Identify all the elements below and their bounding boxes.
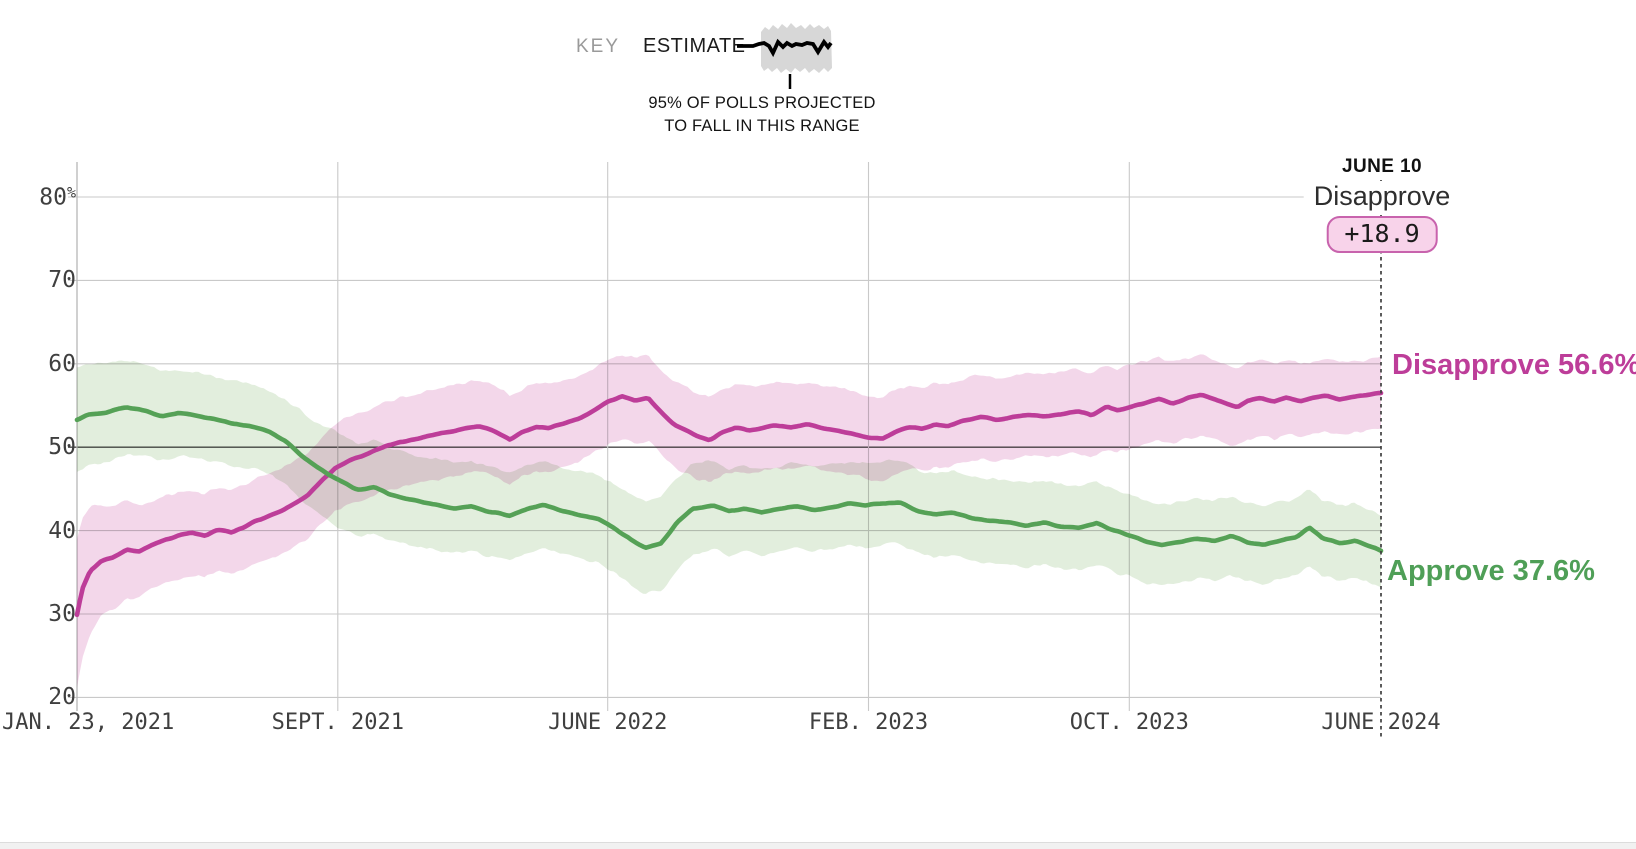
annotation-date: JUNE 10: [1332, 156, 1432, 178]
section-divider: [0, 842, 1636, 849]
disapprove-confidence-band: [77, 354, 1381, 688]
approve-confidence-band: [77, 360, 1381, 594]
y-axis-label: 20: [48, 684, 76, 711]
y-axis-label: 40: [48, 517, 76, 544]
y-axis-label: 70: [48, 267, 76, 294]
key-heading: KEY: [576, 36, 621, 57]
y-axis-label: 60: [48, 350, 76, 377]
key-caption-line2: TO FALL IN THIS RANGE: [664, 117, 860, 135]
y-axis-label: 30: [48, 601, 76, 627]
x-axis-label: OCT. 2023: [1069, 710, 1189, 735]
x-axis-label: JAN. 23, 2021: [2, 710, 175, 735]
key-caption-line1: 95% OF POLLS PROJECTED: [648, 94, 876, 112]
x-axis-label: SEPT. 2021: [271, 710, 405, 735]
x-axis-label: JUNE 2022: [548, 710, 668, 735]
spread-badge: +18.9: [1326, 216, 1438, 253]
disapprove-line-label: Disapprove 56.6%: [1392, 349, 1636, 381]
key-estimate-sample-icon: [737, 23, 833, 89]
y-axis-label: 50: [48, 434, 76, 461]
annotation-series-name: Disapprove: [1303, 181, 1461, 212]
approve-line-label: Approve 37.6%: [1387, 555, 1595, 587]
x-axis-label: FEB. 2023: [808, 710, 929, 735]
latest-estimate-annotation: JUNE 10 Disapprove +18.9: [1303, 156, 1461, 253]
key-caption: 95% OF POLLS PROJECTED TO FALL IN THIS R…: [648, 92, 875, 138]
y-axis-label: 80%: [39, 183, 76, 211]
disapprove-estimate-line: [74, 390, 1384, 618]
approve-estimate-line: [74, 405, 1384, 554]
key-estimate-label: ESTIMATE: [643, 35, 746, 57]
x-axis-label: JUNE 2024: [1321, 710, 1441, 735]
percent-sign: %: [66, 183, 76, 202]
